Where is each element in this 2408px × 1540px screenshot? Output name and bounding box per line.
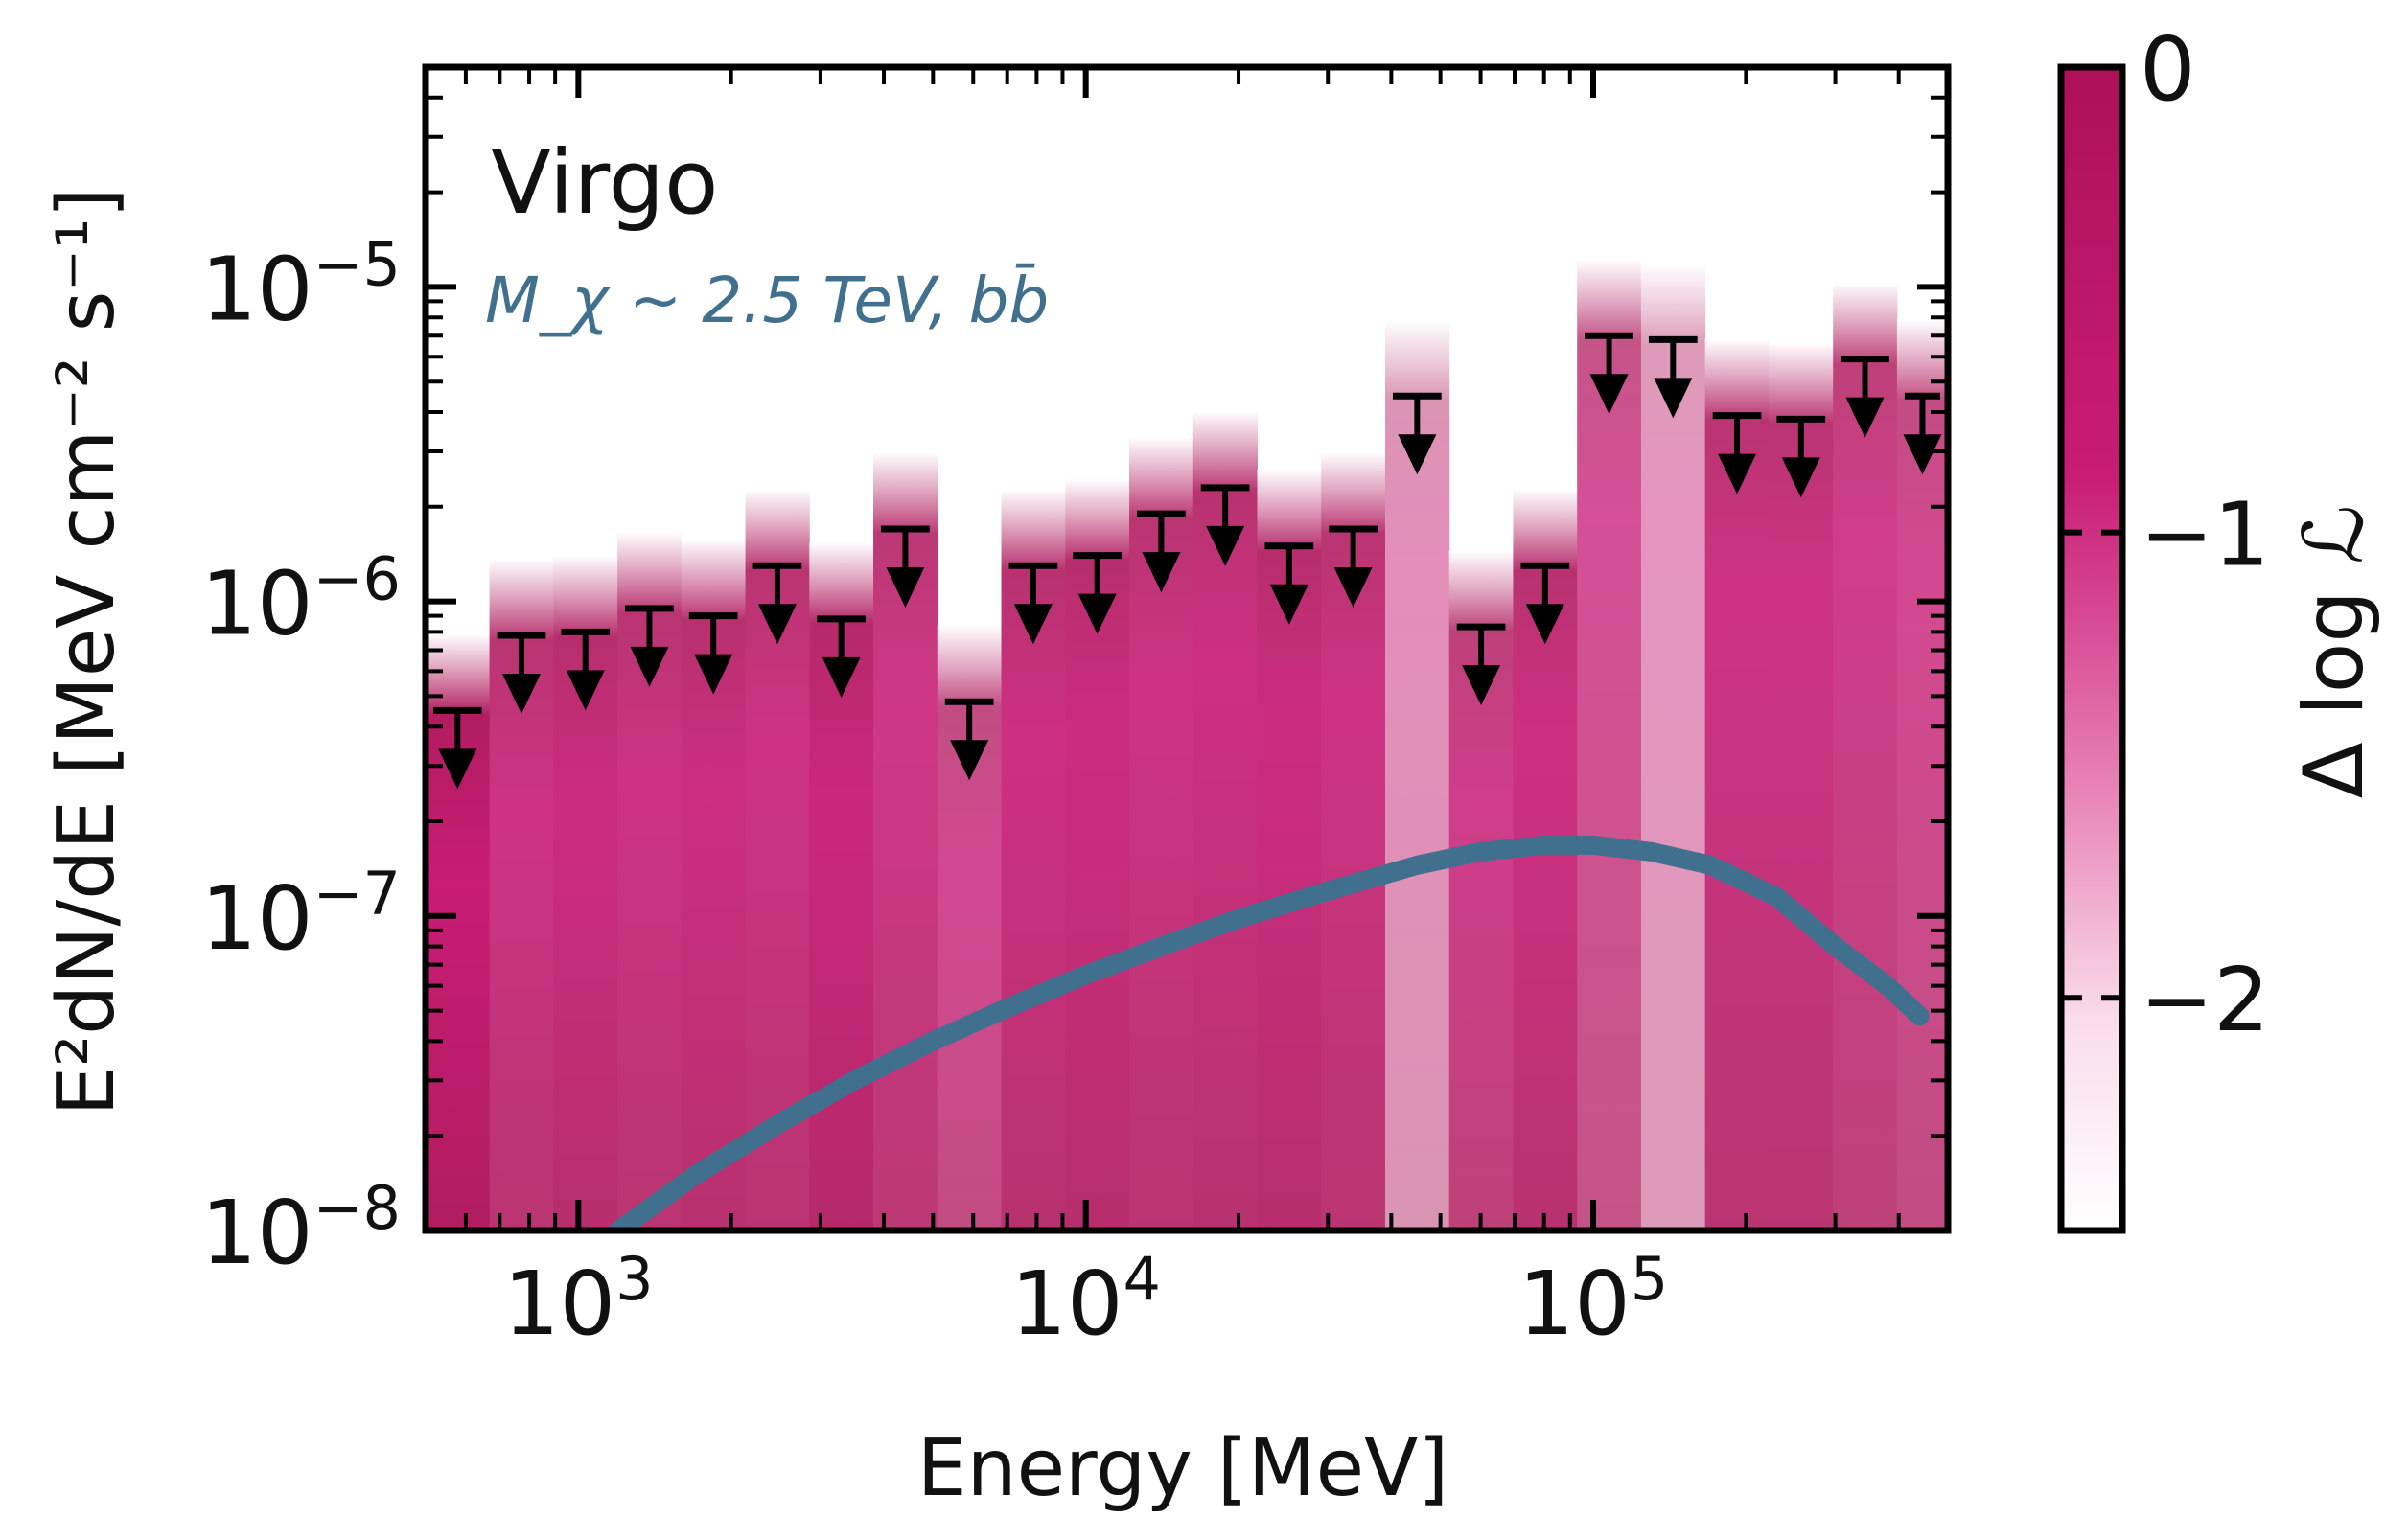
x-tick-label: 104 [1010,1244,1161,1355]
colorbar-tick-label: 0 [2140,18,2196,121]
colorbar-tick-label: −2 [2140,949,2270,1051]
colorbar: 0 −1 −2 Δ log ℒ [2061,18,2382,1230]
figure: 103 104 105 10−8 10−7 10−6 10−5 Virgo M_χ ~ 2… [0,0,2408,1540]
colorbar-tick-label: −1 [2140,484,2270,586]
x-tick-label: 103 [503,1244,654,1355]
y-tick-label: 10−5 [201,229,401,340]
y-tick-label: 10−8 [201,1173,401,1284]
y-tick-label: 10−6 [201,544,401,655]
likelihood-bands [426,259,1949,1230]
x-tick-labels: 103 104 105 [503,1244,1668,1355]
y-tick-labels: 10−8 10−7 10−6 10−5 [201,229,401,1284]
x-tick-label: 105 [1518,1244,1669,1355]
plot-area [426,67,1949,1230]
y-tick-label: 10−7 [201,859,401,970]
y-axis-label: E²dN/dE [MeV cm⁻² s⁻¹] [41,187,132,1115]
colorbar-label: Δ log ℒ [2286,505,2382,799]
model-legend-label: M_χ ~ 2.5 TeV, bb̄ [485,264,1049,337]
chart-title: Virgo [491,131,718,234]
x-axis-label: Energy [MeV] [917,1423,1448,1514]
colorbar-gradient [2061,67,2122,1230]
